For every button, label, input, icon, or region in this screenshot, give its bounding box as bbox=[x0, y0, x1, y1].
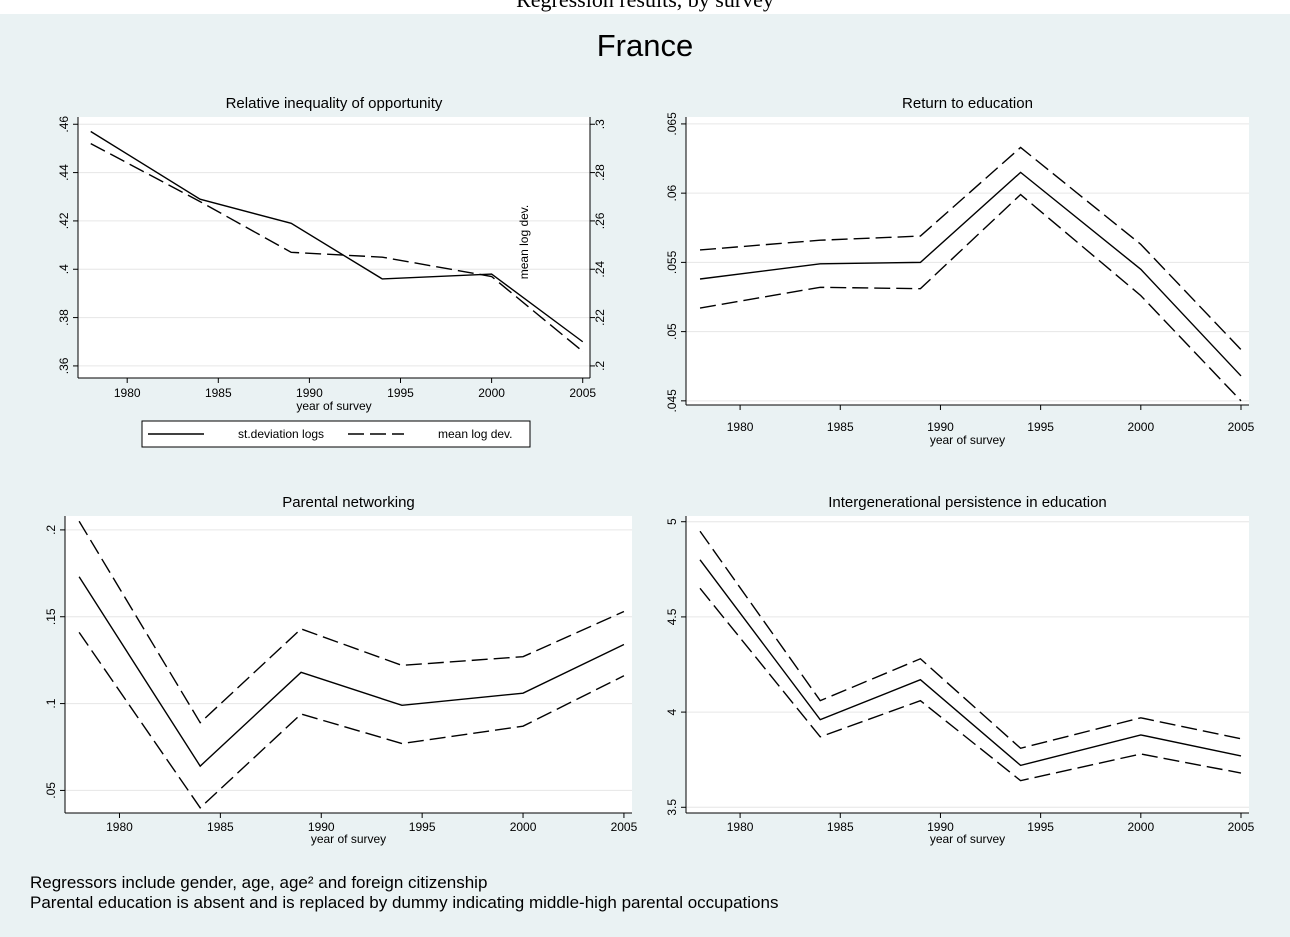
x-tick-label: 1985 bbox=[205, 386, 232, 400]
x-tick-label: 2005 bbox=[1228, 420, 1255, 434]
x-tick-label: 2005 bbox=[1228, 820, 1255, 834]
x-tick-label: 1985 bbox=[827, 820, 854, 834]
y-tick-label: .36 bbox=[57, 357, 71, 374]
y-tick-label: .05 bbox=[44, 782, 58, 799]
series-line-1 bbox=[699, 559, 1242, 767]
x-tick-label: 2000 bbox=[1127, 820, 1154, 834]
x-tick-label: 1990 bbox=[927, 420, 954, 434]
x-axis-title: year of survey bbox=[930, 433, 1005, 447]
note-line-1: Regressors include gender, age, age² and… bbox=[30, 873, 488, 892]
x-tick-label: 1985 bbox=[827, 420, 854, 434]
y-tick-label: 4.5 bbox=[665, 608, 679, 625]
x-tick-label: 1980 bbox=[114, 386, 141, 400]
x-tick-label: 2000 bbox=[478, 386, 505, 400]
top-cut-strip: Regression results, by survey bbox=[0, 0, 1290, 14]
series-line-3 bbox=[699, 587, 1242, 782]
series-line-1 bbox=[90, 130, 584, 343]
y-tick-label: .1 bbox=[44, 698, 58, 708]
x-tick-label: 1990 bbox=[296, 386, 323, 400]
cut-off-header-text: Regression results, by survey bbox=[0, 0, 1290, 13]
y2-tick-label: .26 bbox=[593, 212, 607, 229]
y2-tick-label: .2 bbox=[593, 361, 607, 371]
plot-area bbox=[686, 117, 1249, 405]
y2-tick-label: .28 bbox=[593, 164, 607, 181]
y-tick-label: .42 bbox=[57, 212, 71, 229]
y-tick-label: .055 bbox=[665, 250, 679, 274]
plot-area bbox=[78, 117, 590, 378]
series-line-2 bbox=[90, 142, 584, 352]
y-tick-label: .38 bbox=[57, 309, 71, 326]
y-tick-label: 3.5 bbox=[665, 799, 679, 816]
x-axis-title: year of survey bbox=[311, 832, 386, 846]
x-tick-label: 2005 bbox=[569, 386, 596, 400]
x-axis-title: year of survey bbox=[296, 399, 371, 413]
x-tick-label: 1980 bbox=[106, 820, 133, 834]
chart-panel-2: Return to education .045 .05 .055 .06 .065 198… bbox=[665, 95, 1255, 447]
y-tick-label: .065 bbox=[665, 112, 679, 136]
y-tick-label: .44 bbox=[57, 164, 71, 181]
y2-tick-label: .22 bbox=[593, 309, 607, 326]
chart-title: Parental networking bbox=[282, 494, 415, 511]
x-tick-label: 1990 bbox=[308, 820, 335, 834]
chart-panel-4: Intergenerational persistence in educati… bbox=[665, 494, 1255, 846]
x-tick-label: 2000 bbox=[510, 820, 537, 834]
y-tick-label: .06 bbox=[665, 184, 679, 201]
series-line-2 bbox=[699, 146, 1242, 351]
series-line-2 bbox=[699, 530, 1242, 750]
chart-panel-1: Relative inequality of opportunity .36 .38… bbox=[57, 95, 607, 448]
x-tick-label: 1980 bbox=[727, 820, 754, 834]
series-line-3 bbox=[699, 193, 1242, 402]
y-tick-label: .4 bbox=[57, 264, 71, 274]
legend-box bbox=[141, 420, 531, 448]
y-tick-label: .2 bbox=[44, 525, 58, 535]
x-tick-label: 1995 bbox=[409, 820, 436, 834]
chart-title: Relative inequality of opportunity bbox=[226, 95, 443, 112]
note-line-2: Parental education is absent and is repl… bbox=[30, 893, 779, 912]
x-tick-label: 1990 bbox=[927, 820, 954, 834]
y-tick-label: 4 bbox=[665, 708, 679, 715]
y-tick-label: .46 bbox=[57, 116, 71, 133]
x-tick-label: 1985 bbox=[207, 820, 234, 834]
x-tick-label: 1995 bbox=[1027, 820, 1054, 834]
plot-area bbox=[65, 516, 632, 813]
y2-tick-label: .24 bbox=[593, 261, 607, 278]
series-line-3 bbox=[78, 631, 625, 809]
x-tick-label: 1995 bbox=[387, 386, 414, 400]
x-tick-label: 1995 bbox=[1027, 420, 1054, 434]
series-line-2 bbox=[78, 520, 625, 724]
y2-tick-label: .3 bbox=[593, 119, 607, 129]
figure-title: France bbox=[596, 28, 694, 63]
x-tick-label: 2005 bbox=[611, 820, 638, 834]
y-tick-label: .15 bbox=[44, 608, 58, 625]
series-line-1 bbox=[78, 576, 625, 768]
chart-panel-3: Parental networking .05 .1 .15 .2 1980 1985 199… bbox=[44, 494, 638, 846]
figure-notes: Regressors include gender, age, age² and… bbox=[30, 873, 778, 913]
x-tick-label: 1980 bbox=[727, 420, 754, 434]
chart-title: Return to education bbox=[902, 95, 1033, 112]
y-tick-label: .045 bbox=[665, 389, 679, 413]
legend-label: mean log dev. bbox=[438, 427, 513, 441]
y-tick-label: .05 bbox=[665, 323, 679, 340]
plot-area bbox=[686, 516, 1249, 813]
x-tick-label: 2000 bbox=[1127, 420, 1154, 434]
x-axis-title: year of survey bbox=[930, 832, 1005, 846]
y2-axis-title: mean log dev. bbox=[517, 205, 531, 280]
legend-label: st.deviation logs bbox=[238, 427, 324, 441]
series-line-1 bbox=[699, 171, 1242, 377]
y-tick-label: 5 bbox=[665, 518, 679, 525]
chart-title: Intergenerational persistence in educati… bbox=[828, 494, 1107, 511]
